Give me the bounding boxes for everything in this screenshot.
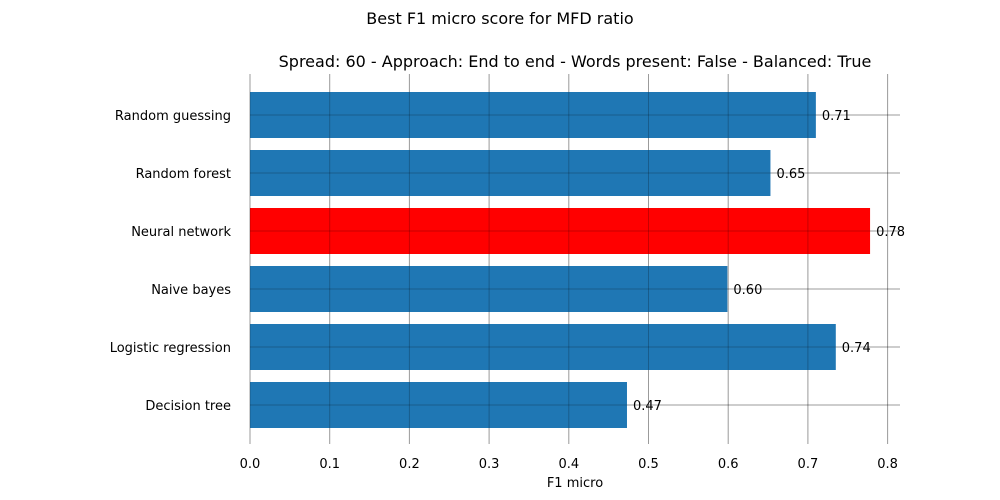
bar [250,324,836,370]
data-label: 0.65 [776,167,805,182]
data-label: 0.74 [842,341,871,356]
x-tick-label: 0.2 [399,457,420,472]
bar [250,382,627,428]
y-tick-label: Random forest [136,167,231,182]
bar [250,92,816,138]
data-label: 0.47 [633,399,662,414]
x-tick-label: 0.4 [558,457,579,472]
bars [250,92,871,428]
x-tick-label: 0.3 [479,457,500,472]
y-tick-label: Neural network [131,225,231,240]
bar [250,208,871,254]
value-labels: 0.71 0.65 0.78 0.60 0.74 0.47 [633,109,905,414]
y-tick-label: Logistic regression [110,341,231,356]
x-tick-label: 0.1 [319,457,340,472]
chart-title: Spread: 60 - Approach: End to end - Word… [279,52,872,71]
data-label: 0.71 [822,109,851,124]
x-tick-label: 0.8 [877,457,898,472]
x-axis-label: F1 micro [547,476,603,491]
data-label: 0.78 [876,225,905,240]
x-tick-label: 0.5 [638,457,659,472]
chart-suptitle: Best F1 micro score for MFD ratio [366,9,633,28]
x-tick-labels: 0.0 0.1 0.2 0.3 0.4 0.5 0.6 0.7 0.8 [240,457,898,472]
y-tick-label: Naive bayes [151,283,231,298]
x-tick-label: 0.7 [798,457,819,472]
y-tick-label: Decision tree [145,399,231,414]
data-label: 0.60 [733,283,762,298]
y-tick-labels: Random guessing Random forest Neural netwo… [110,109,232,414]
bar [250,266,728,312]
grid-overlay [249,74,900,444]
y-tick-label: Random guessing [115,109,231,124]
x-tick-label: 0.0 [240,457,261,472]
bar [250,150,771,196]
x-tick-label: 0.6 [718,457,739,472]
